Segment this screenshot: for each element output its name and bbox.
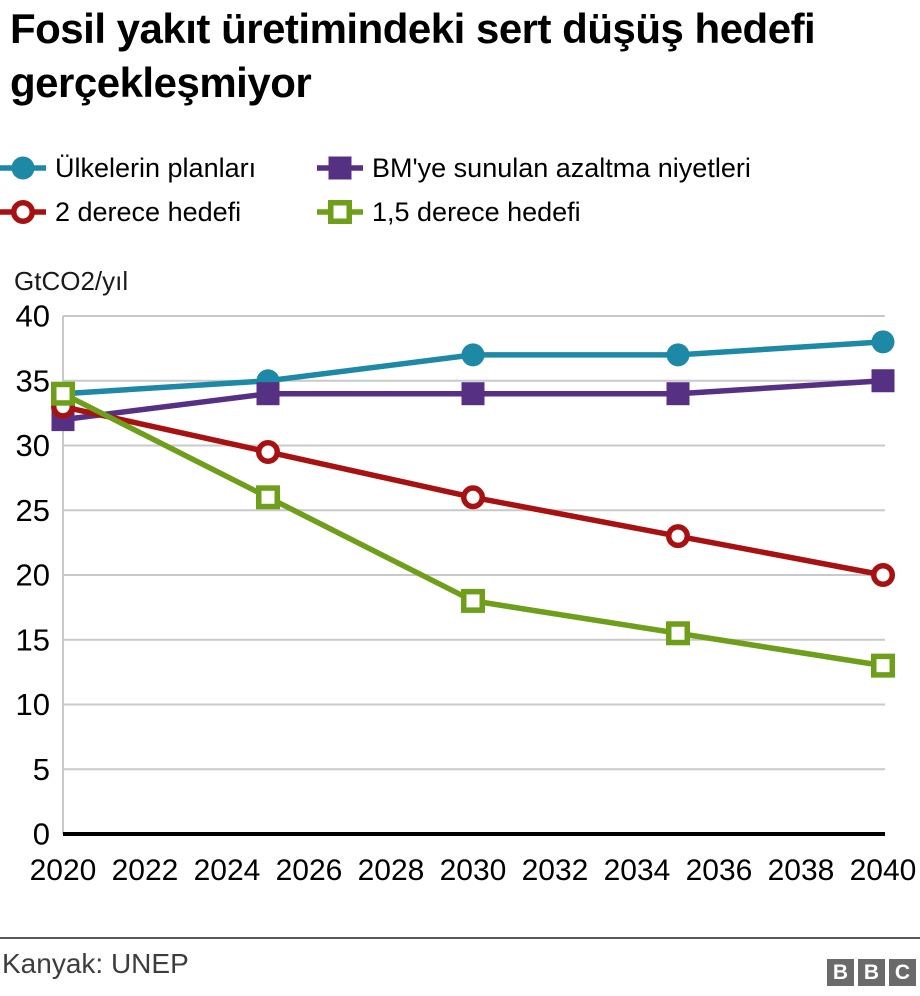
legend-label: Ülkelerin planları <box>55 152 257 183</box>
x-tick-label: 2020 <box>30 854 97 887</box>
data-point-marker <box>256 439 280 464</box>
y-tick-label: 20 <box>16 558 50 593</box>
y-tick-label: 10 <box>16 687 50 722</box>
legend-item-ulkelerin-planlari: Ülkelerin planları <box>0 150 256 186</box>
legend-marker-shape <box>11 156 35 180</box>
x-tick-label: 2026 <box>276 854 343 887</box>
x-tick-label: 2036 <box>686 854 753 887</box>
data-point-marker <box>256 382 280 406</box>
legend-label: 2 derece hedefi <box>55 196 242 227</box>
open-circle-legend-icon <box>0 200 46 224</box>
legend-label: 1,5 derece hedefi <box>372 196 581 227</box>
legend-item-1-5-derece-hedefi: 1,5 derece hedefi <box>317 194 581 230</box>
source-attribution: Kanyak: UNEP <box>2 948 189 979</box>
y-tick-label: 30 <box>16 428 50 463</box>
legend-marker-shape <box>328 156 352 180</box>
legend-item-bm-azaltma-niyetleri: BM'ye sunulan azaltma niyetleri <box>317 150 751 186</box>
y-tick-label: 5 <box>33 752 50 787</box>
bbc-logo-letter: C <box>889 959 916 986</box>
y-tick-label: 0 <box>33 817 50 852</box>
filled-circle-legend-icon <box>0 156 46 180</box>
data-point-marker <box>461 343 485 367</box>
y-tick-label: 25 <box>16 493 50 528</box>
line-chart-plot: GtCO2/yıl 0 5 10 15 20 25 30 35 40 2020 2022 2024 202… <box>14 266 917 887</box>
x-tick-label: 2024 <box>194 854 261 887</box>
x-tick-label: 2028 <box>358 854 425 887</box>
data-point-marker <box>871 653 895 678</box>
data-point-marker <box>461 485 485 510</box>
y-tick-label: 35 <box>16 363 50 398</box>
data-point-marker <box>51 381 75 406</box>
footer-divider <box>0 937 920 939</box>
x-tick-label: 2022 <box>112 854 179 887</box>
x-tick-label: 2030 <box>440 854 507 887</box>
y-tick-label: 15 <box>16 622 50 657</box>
data-point-marker <box>461 588 485 613</box>
data-point-marker <box>666 382 690 406</box>
data-point-marker <box>666 343 690 367</box>
filled-square-legend-icon <box>317 156 363 180</box>
bbc-logo-letter: B <box>827 959 854 986</box>
x-tick-label: 2034 <box>604 854 671 887</box>
chart-title: Fosil yakıt üretimindeki sert düşüş hede… <box>10 5 816 106</box>
bbc-logo-letter: B <box>858 959 885 986</box>
data-point-marker <box>871 369 895 393</box>
data-point-marker <box>461 382 485 406</box>
x-tick-label: 2038 <box>768 854 835 887</box>
bbc-logo: B B C <box>827 959 916 986</box>
y-tick-label: 40 <box>16 299 50 334</box>
legend-marker-shape <box>11 200 35 224</box>
y-axis-unit-label: GtCO2/yıl <box>14 266 128 296</box>
x-tick-label: 2040 <box>850 854 917 887</box>
open-square-legend-icon <box>317 200 363 224</box>
data-point-marker <box>871 563 895 587</box>
legend-marker-shape <box>328 200 352 224</box>
x-tick-label: 2032 <box>522 854 589 887</box>
data-point-marker <box>871 330 895 354</box>
data-point-marker <box>256 485 280 510</box>
legend-label: BM'ye sunulan azaltma niyetleri <box>372 152 751 183</box>
data-point-marker <box>666 524 690 549</box>
data-point-marker <box>666 621 690 646</box>
legend-item-2-derece-hedefi: 2 derece hedefi <box>0 194 241 230</box>
